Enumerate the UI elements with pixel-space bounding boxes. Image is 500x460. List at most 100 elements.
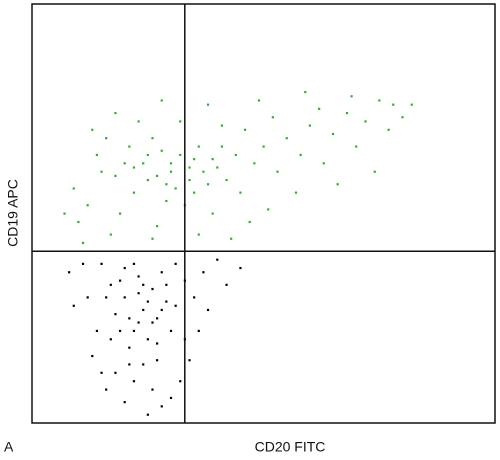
scatter-point [118, 279, 122, 282]
scatter-point [378, 99, 381, 102]
scatter-point [95, 153, 99, 157]
scatter-point [179, 153, 182, 157]
scatter-point [239, 266, 242, 270]
scatter-point [206, 103, 210, 106]
scatter-point [142, 308, 145, 312]
scatter-point [225, 283, 228, 286]
scatter-point [169, 396, 173, 400]
scatter-point [160, 99, 163, 102]
scatter-point [142, 363, 145, 366]
scatter-point [220, 124, 224, 127]
scatter-point [179, 120, 182, 123]
scatter-point [165, 183, 168, 186]
scatter-point [174, 187, 177, 190]
scatter-point [318, 107, 321, 110]
scatter-point [68, 271, 71, 274]
scatter-point [77, 220, 80, 224]
scatter-point [410, 103, 413, 106]
scatter-point [169, 170, 173, 173]
scatter-point [156, 174, 159, 177]
scatter-point [72, 187, 75, 190]
scatter-point [193, 158, 196, 161]
scatter-point [109, 233, 112, 236]
scatter-point [160, 149, 163, 152]
scatter-point [193, 191, 196, 194]
scatter-point [188, 359, 191, 362]
scatter-point [285, 137, 288, 140]
scatter-point [220, 145, 224, 148]
scatter-point [151, 388, 154, 391]
scatter-point [128, 145, 131, 148]
scatter-point [230, 237, 233, 240]
scatter-point [146, 178, 149, 182]
scatter-point [100, 262, 103, 265]
scatter-point [142, 283, 145, 286]
scatter-point [322, 162, 325, 165]
scatter-point [165, 300, 168, 303]
scatter-point [123, 296, 126, 299]
scatter-point [165, 199, 168, 203]
scatter-point [142, 162, 145, 165]
scatter-point [197, 329, 200, 333]
scatter-point [118, 329, 122, 333]
scatter-point [308, 124, 311, 127]
scatter-point [160, 405, 163, 408]
scatter-point [202, 170, 205, 173]
scatter-point [137, 275, 140, 278]
scatter-point [86, 204, 89, 207]
plot-frame [31, 3, 496, 424]
scatter-point [211, 212, 214, 215]
scatter-point [109, 283, 112, 286]
scatter-point [355, 145, 358, 148]
scatter-point [299, 153, 302, 157]
scatter-point [137, 120, 140, 123]
scatter-point [156, 225, 159, 228]
scatter-point [174, 262, 177, 265]
scatter-point [234, 153, 237, 157]
scatter-point [304, 90, 307, 94]
scatter-point [72, 304, 75, 307]
scatter-point [100, 371, 103, 374]
scatter-point [118, 212, 122, 215]
scatter-point [202, 271, 205, 274]
scatter-point [146, 338, 149, 341]
scatter-point [109, 338, 112, 341]
scatter-point [197, 145, 200, 148]
scatter-point [193, 296, 196, 299]
scatter-point [216, 258, 219, 261]
scatter-point [128, 317, 131, 320]
scatter-point [123, 162, 126, 165]
scatter-point [151, 137, 154, 140]
panel-label: A [4, 439, 14, 455]
scatter-point [156, 342, 159, 345]
scatter-point [160, 271, 163, 274]
scatter-point [105, 296, 108, 299]
scatter-point [151, 237, 154, 240]
scatter-point [206, 183, 210, 186]
scatter-point [123, 266, 126, 270]
scatter-point [336, 183, 339, 186]
scatter-point [137, 292, 140, 295]
scatter-point [211, 158, 214, 161]
scatter-point [373, 170, 376, 173]
scatter-point [216, 166, 219, 169]
scatter-point [114, 371, 117, 374]
scatter-point [387, 128, 390, 131]
scatter-point [188, 166, 191, 169]
scatter-point [146, 153, 149, 157]
scatter-point [169, 162, 173, 165]
scatter-point [123, 401, 126, 404]
scatter-point [345, 111, 349, 115]
scatter-point [179, 380, 182, 383]
scatter-point [137, 321, 140, 324]
scatter-point [169, 329, 173, 333]
scatter-point [188, 178, 191, 182]
scatter-point [86, 296, 89, 299]
scatter-point [146, 413, 149, 416]
scatter-point [132, 329, 136, 333]
x-axis-label: CD20 FITC [255, 439, 326, 455]
scatter-point [146, 300, 149, 303]
scatter-point [276, 170, 279, 173]
